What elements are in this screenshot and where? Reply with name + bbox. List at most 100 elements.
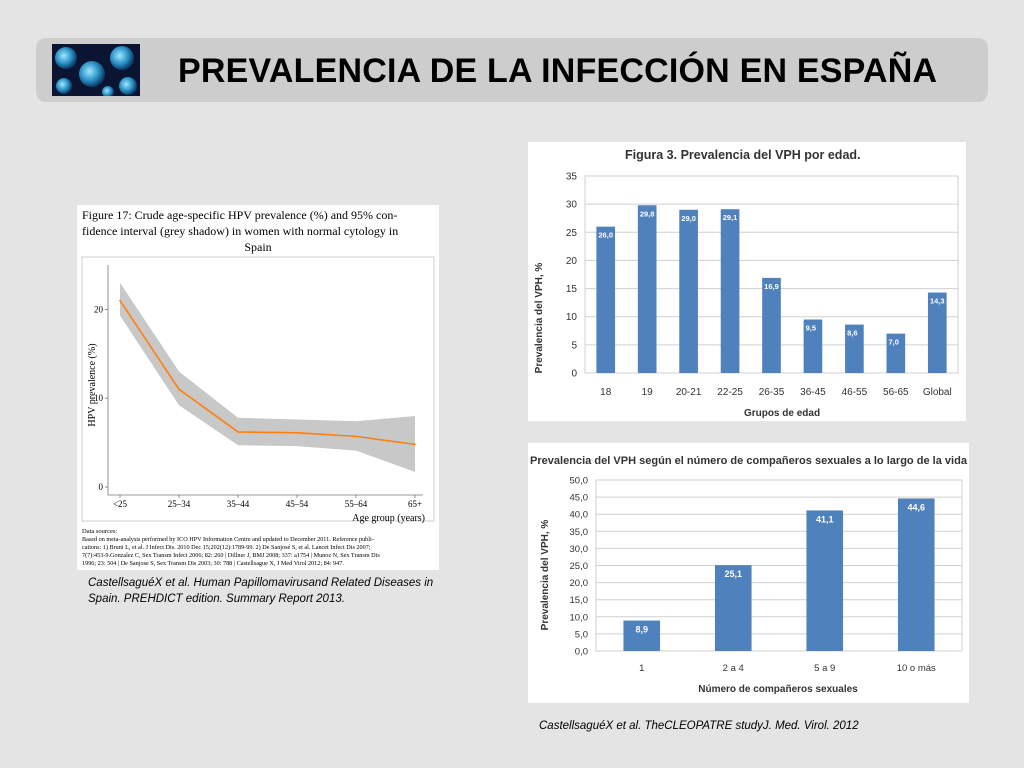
chart2-x-tick-label: 18 bbox=[600, 387, 612, 398]
chart1-point bbox=[355, 435, 357, 438]
chart3-y-tick-label: 20,0 bbox=[570, 578, 589, 589]
chart2-data-label: 14,3 bbox=[930, 297, 945, 306]
chart1-y-tick-label: 20 bbox=[94, 304, 104, 314]
chart1-x-tick-label: <25 bbox=[113, 499, 128, 509]
caption-right: CastellsaguéX et al. TheCLEOPATRE studyJ… bbox=[539, 720, 859, 732]
caption-left: CastellsaguéX et al. Human Papillomaviru… bbox=[88, 575, 433, 607]
chart1-point bbox=[237, 431, 239, 433]
chart1-x-label: Age group (years) bbox=[352, 513, 425, 524]
chart1-point bbox=[414, 443, 416, 446]
chart1-y-tick-label: 0 bbox=[99, 482, 104, 492]
chart2-x-tick-label: 26-35 bbox=[759, 387, 785, 398]
chart2-y-tick-label: 30 bbox=[566, 200, 578, 211]
chart2-x-tick-label: 46-55 bbox=[842, 387, 868, 398]
chart2-bar bbox=[886, 333, 906, 373]
chart2-data-label: 29,0 bbox=[681, 214, 696, 223]
chart2-title: Figura 3. Prevalencia del VPH por edad. bbox=[625, 148, 861, 162]
chart3-bar bbox=[714, 565, 752, 651]
chart2-x-tick-label: 19 bbox=[642, 387, 654, 398]
chart2-y-tick-label: 35 bbox=[566, 172, 578, 183]
chart2-data-label: 26,0 bbox=[598, 231, 613, 240]
chart1-y-tick-label: 10 bbox=[94, 393, 104, 403]
chart1-point bbox=[119, 299, 121, 302]
chart2-y-tick-label: 10 bbox=[566, 312, 578, 323]
chart2-bar bbox=[679, 209, 698, 373]
chart3-x-tick-label: 1 bbox=[639, 663, 644, 674]
chart1-point bbox=[178, 388, 180, 391]
chart1-note-1: Based on meta-analysis performed by ICO … bbox=[82, 536, 374, 543]
bar-chart-age: Figura 3. Prevalencia del VPH por edad. … bbox=[534, 148, 959, 419]
chart1-title-line-3: Spain bbox=[244, 240, 271, 254]
chart2-y-tick-label: 5 bbox=[571, 340, 577, 351]
chart1-note-3: 7(7):453-9.Gonzalez C, Sex Transm Infect… bbox=[82, 552, 380, 559]
chart2-y-tick-label: 25 bbox=[566, 228, 578, 239]
chart3-y-tick-label: 35,0 bbox=[570, 527, 589, 538]
chart1-prevalence-line bbox=[119, 300, 416, 446]
chart2-bar bbox=[637, 205, 657, 373]
chart3-x-tick-label: 5 a 9 bbox=[814, 663, 835, 674]
caption-left-line-1: CastellsaguéX et al. Human Papillomaviru… bbox=[88, 577, 434, 589]
chart3-y-tick-label: 40,0 bbox=[570, 510, 589, 521]
chart2-data-label: 8,6 bbox=[847, 329, 857, 338]
chart1-x-tick-label: 45–54 bbox=[286, 499, 309, 509]
chart3-bar bbox=[806, 510, 844, 651]
line-chart: Figure 17: Crude age-specific HPV preval… bbox=[81, 208, 435, 567]
chart1-note-2: cations: 1) Bruni L, et al. J Infect Dis… bbox=[82, 544, 371, 551]
chart2-data-label: 9,5 bbox=[806, 324, 816, 333]
chart2-y-tick-label: 15 bbox=[566, 284, 578, 295]
chart1-point bbox=[296, 432, 298, 434]
chart3-data-label: 8,9 bbox=[635, 625, 648, 635]
chart2-y-label: Prevalencia del VPH, % bbox=[534, 263, 545, 374]
chart3-bar bbox=[897, 498, 935, 651]
chart2-x-tick-label: 36-45 bbox=[800, 387, 826, 398]
chart2-x-tick-label: Global bbox=[923, 387, 952, 398]
chart3-data-label: 25,1 bbox=[724, 569, 742, 579]
page-title: PREVALENCIA DE LA INFECCIÓN EN ESPAÑA bbox=[178, 52, 938, 90]
chart3-y-label: Prevalencia del VPH, % bbox=[540, 520, 551, 631]
chart3-y-tick-label: 5,0 bbox=[575, 629, 588, 640]
chart1-y-label: HPV prevalence (%) bbox=[87, 343, 98, 426]
chart1-x-tick-label: 25–34 bbox=[168, 499, 191, 509]
chart2-y-tick-label: 20 bbox=[566, 256, 578, 267]
title-bar bbox=[36, 38, 988, 102]
chart3-x-label: Número de compañeros sexuales bbox=[698, 684, 858, 695]
chart3-y-tick-label: 0,0 bbox=[575, 647, 588, 658]
chart1-notes-heading: Data sources: bbox=[82, 528, 117, 535]
chart2-x-tick-label: 56-65 bbox=[883, 387, 909, 398]
chart1-note-4: 1996; 23: 504 | De Sanjose S, Sex Transm… bbox=[82, 560, 344, 567]
chart2-bar bbox=[927, 292, 947, 373]
chart1-x-tick-label: 65+ bbox=[408, 499, 422, 509]
chart2-bar bbox=[803, 319, 823, 373]
caption-left-line-2: Spain. PREHDICT edition. Summary Report … bbox=[88, 593, 345, 605]
chart1-title-line-2: fidence interval (grey shadow) in women … bbox=[82, 224, 398, 238]
virus-image bbox=[52, 44, 140, 96]
chart3-title: Prevalencia del VPH según el número de c… bbox=[530, 455, 968, 467]
figura-3-panel: Figura 3. Prevalencia del VPH por edad. … bbox=[528, 142, 966, 421]
chart2-data-label: 29,1 bbox=[723, 213, 738, 222]
chart2-bar bbox=[596, 226, 616, 373]
chart1-x-tick-label: 55–64 bbox=[345, 499, 368, 509]
chart1-x-tick-label: 35–44 bbox=[227, 499, 250, 509]
figure-17-panel: Figure 17: Crude age-specific HPV preval… bbox=[77, 205, 439, 570]
chart3-y-tick-label: 50,0 bbox=[570, 476, 589, 487]
chart2-bar bbox=[762, 277, 781, 373]
chart3-x-tick-label: 2 a 4 bbox=[723, 663, 744, 674]
partners-panel: Prevalencia del VPH según el número de c… bbox=[528, 443, 969, 703]
chart3-data-label: 41,1 bbox=[816, 514, 834, 524]
chart3-y-tick-label: 45,0 bbox=[570, 493, 589, 504]
chart3-y-tick-label: 10,0 bbox=[570, 612, 589, 623]
chart3-bar bbox=[623, 620, 661, 651]
chart2-data-label: 7,0 bbox=[889, 338, 899, 347]
chart2-x-tick-label: 22-25 bbox=[717, 387, 743, 398]
chart2-bar bbox=[720, 209, 740, 373]
chart2-data-label: 16,9 bbox=[764, 282, 779, 291]
chart1-ci-band bbox=[120, 282, 415, 472]
chart2-y-tick-label: 0 bbox=[571, 369, 577, 380]
chart3-y-tick-label: 15,0 bbox=[570, 595, 589, 606]
chart3-x-tick-label: 10 o más bbox=[897, 663, 936, 674]
chart3-y-tick-label: 30,0 bbox=[570, 544, 589, 555]
chart2-x-tick-label: 20-21 bbox=[676, 387, 702, 398]
chart2-data-label: 29,8 bbox=[640, 209, 655, 218]
chart3-y-tick-label: 25,0 bbox=[570, 561, 589, 572]
chart3-data-label: 44,6 bbox=[907, 502, 925, 512]
